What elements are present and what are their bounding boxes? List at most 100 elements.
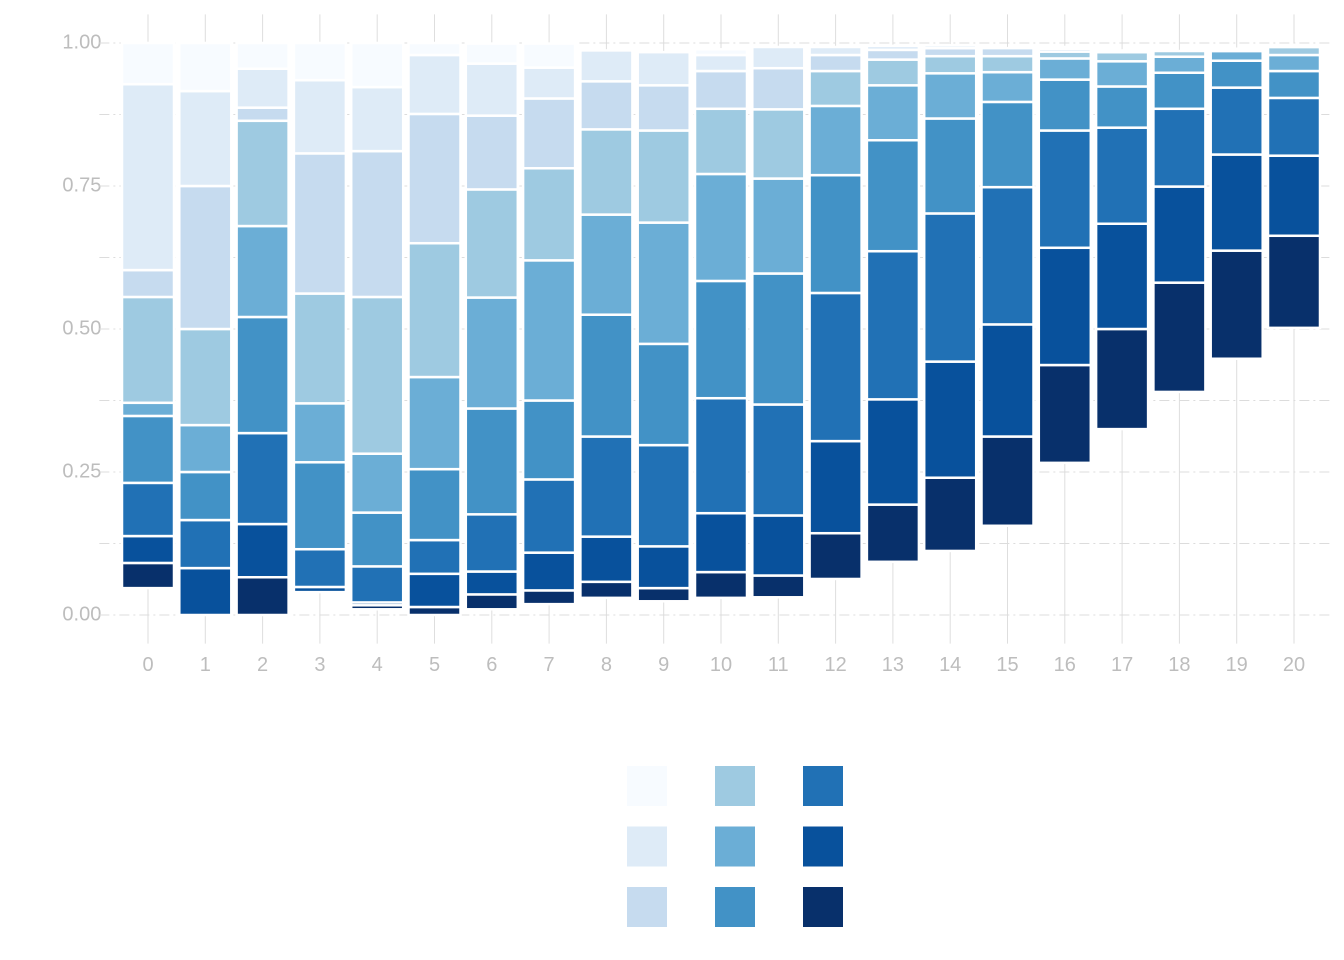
bar-segment — [521, 399, 577, 481]
bar-segment — [1037, 57, 1093, 81]
bar-segment — [464, 570, 520, 596]
bar-segment — [349, 85, 405, 153]
bar-segment — [579, 535, 634, 584]
bar-segment — [579, 313, 634, 438]
bar-segment — [349, 295, 405, 455]
bar-segment — [808, 439, 863, 535]
bar-segment — [120, 268, 176, 299]
bar-segment — [693, 396, 749, 515]
legend-swatch — [627, 826, 667, 867]
x-tick-label: 18 — [1168, 654, 1190, 676]
legend-swatch — [627, 766, 667, 806]
bar-segment — [464, 593, 520, 611]
bar-segment — [808, 104, 863, 177]
bar-segment — [808, 531, 863, 581]
bar-segment — [922, 476, 978, 553]
bar-segment — [120, 481, 176, 538]
bar-segment — [407, 241, 462, 379]
bar-segment — [636, 221, 691, 346]
bar-segment — [235, 224, 290, 319]
bar-segment — [808, 53, 863, 73]
bar-segment — [922, 54, 978, 75]
bar-segment — [521, 551, 577, 592]
x-tick-label: 1 — [200, 654, 211, 676]
bar-segment — [521, 97, 577, 170]
bar-segment — [120, 414, 176, 485]
x-tick-label: 9 — [658, 654, 669, 676]
legend-swatch — [715, 826, 755, 867]
legend-swatch — [715, 887, 755, 927]
y-tick-label: 0.00 — [62, 603, 101, 625]
bar-segment — [235, 67, 290, 109]
bar-segment — [1266, 234, 1322, 330]
bar-segment — [693, 69, 749, 111]
bar-segment — [521, 42, 577, 69]
bar-segment — [1094, 85, 1150, 129]
bar-segment — [120, 401, 176, 418]
bar-segment — [292, 402, 348, 464]
bar-segment — [693, 511, 749, 574]
bar-segment — [865, 48, 921, 61]
bar-segment — [751, 574, 806, 599]
x-tick-label: 5 — [429, 654, 440, 676]
bar-segment — [579, 80, 634, 131]
bar-segment — [751, 66, 806, 111]
bar-segment — [521, 167, 577, 262]
bar-segment — [1037, 45, 1093, 50]
bar-segment — [922, 72, 978, 120]
bar-segment — [1209, 59, 1264, 89]
x-tick-label: 10 — [710, 654, 732, 676]
bar-segment — [292, 292, 348, 405]
x-tick-label: 19 — [1226, 654, 1248, 676]
bar-segment — [521, 259, 577, 402]
x-tick-label: 13 — [882, 654, 904, 676]
bar-segment — [865, 398, 921, 506]
bar-segment — [751, 45, 806, 70]
bar-segment — [922, 117, 978, 215]
x-tick-label: 0 — [142, 654, 153, 676]
bar-segment — [235, 41, 290, 70]
bar-segment — [693, 48, 749, 57]
bar-segment — [579, 49, 634, 83]
bar-segment — [1094, 126, 1150, 226]
bar-segment — [1266, 43, 1322, 49]
bar-segment — [178, 470, 233, 522]
bar-segment — [922, 44, 978, 50]
x-tick-label: 3 — [314, 654, 325, 676]
bar-segment — [1152, 49, 1207, 58]
bar-segment — [808, 69, 863, 108]
x-tick-label: 8 — [601, 654, 612, 676]
legend-swatch — [803, 766, 843, 806]
bar-segment — [1037, 78, 1093, 132]
bar-segment — [1152, 281, 1207, 394]
bar-segment — [235, 106, 290, 123]
bar-segment — [865, 503, 921, 564]
bar-segment — [464, 296, 520, 410]
bar-segment — [751, 514, 806, 577]
bar-segment — [407, 375, 462, 471]
bar-segment — [407, 538, 462, 576]
bar-segment — [521, 589, 577, 606]
bar-segment — [1266, 96, 1322, 157]
x-tick-label: 14 — [939, 654, 961, 676]
bar-segment — [292, 547, 348, 589]
bar-segment — [178, 327, 233, 427]
bar-segment — [464, 62, 520, 117]
bar-segment — [1209, 249, 1264, 360]
bar-segment — [120, 82, 176, 272]
bar-segment — [808, 45, 863, 57]
bar-segment — [292, 461, 348, 551]
bar-segment — [235, 119, 290, 228]
bar-segment — [865, 44, 921, 52]
bar-segment — [693, 53, 749, 73]
legend-swatch — [803, 826, 843, 867]
bar-segment — [808, 173, 863, 295]
legend-swatch — [715, 766, 755, 806]
bar-segment — [865, 84, 921, 142]
bar-segment — [693, 107, 749, 176]
bar-segment — [980, 46, 1035, 58]
bar-segment — [636, 443, 691, 548]
bar-segment — [235, 315, 290, 435]
y-tick-label: 0.25 — [62, 460, 101, 482]
